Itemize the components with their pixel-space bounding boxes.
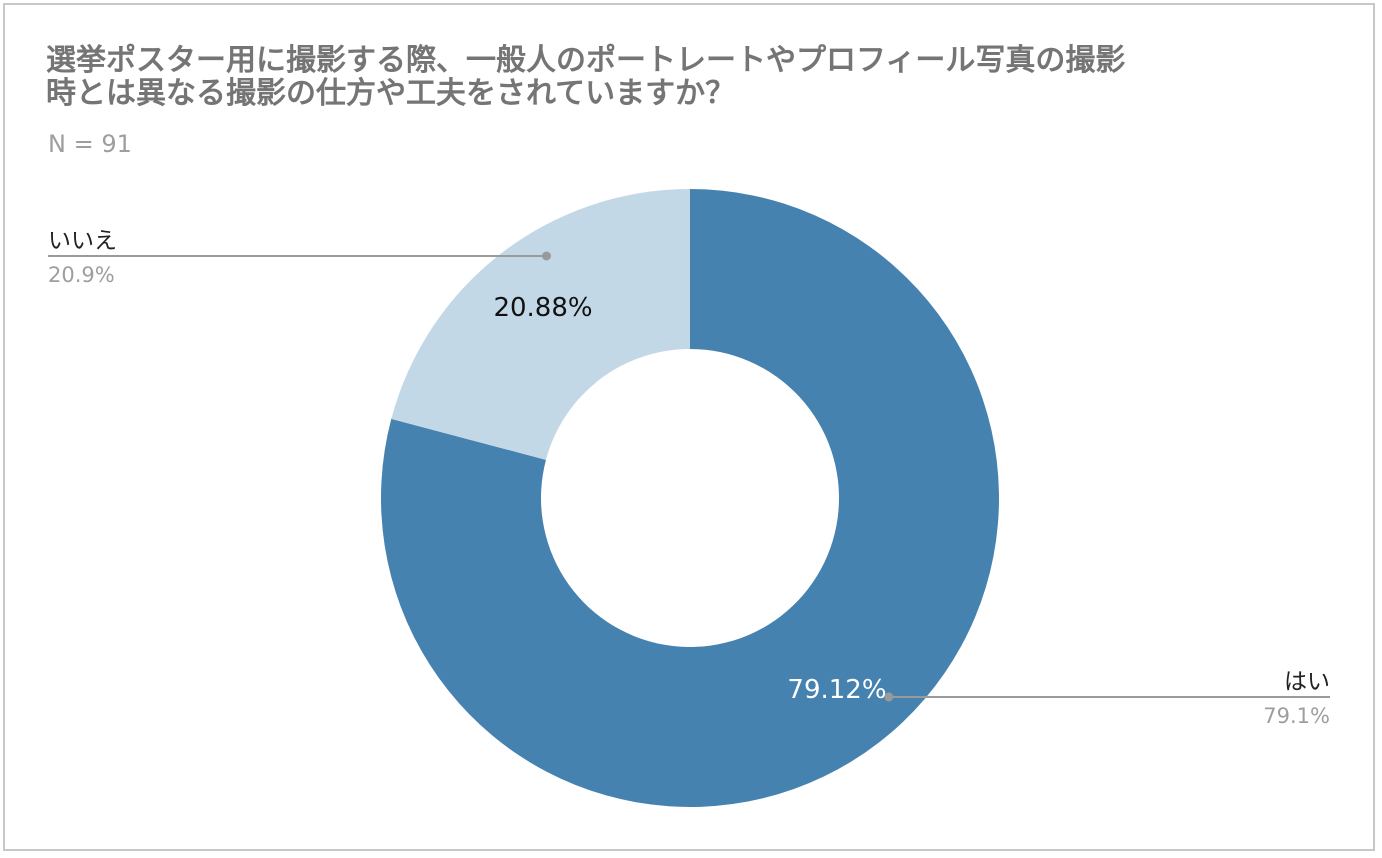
legend-percent-yes: 79.1% bbox=[1263, 704, 1330, 728]
legend-label-no: いいえ bbox=[48, 228, 117, 254]
slice-label-no: 20.88% bbox=[493, 293, 592, 323]
chart-title-line-1: 選挙ポスター用に撮影する際、一般人のポートレートやプロフィール写真の撮影 bbox=[46, 43, 1126, 78]
slice-label-yes: 79.12% bbox=[787, 675, 886, 705]
chart-title-line-2: 時とは異なる撮影の仕方や工夫をされていますか？ bbox=[46, 76, 736, 111]
slice-yes bbox=[381, 189, 1000, 808]
leader-dot-yes bbox=[884, 692, 894, 702]
chart-title: 選挙ポスター用に撮影する際、一般人のポートレートやプロフィール写真の撮影 時とは… bbox=[46, 44, 1346, 110]
legend-label-yes: はい bbox=[1284, 669, 1330, 695]
chart-subtitle: N = 91 bbox=[48, 130, 132, 158]
leader-dot-no bbox=[542, 251, 552, 261]
legend-percent-no: 20.9% bbox=[48, 263, 115, 287]
slice-no bbox=[391, 189, 690, 460]
